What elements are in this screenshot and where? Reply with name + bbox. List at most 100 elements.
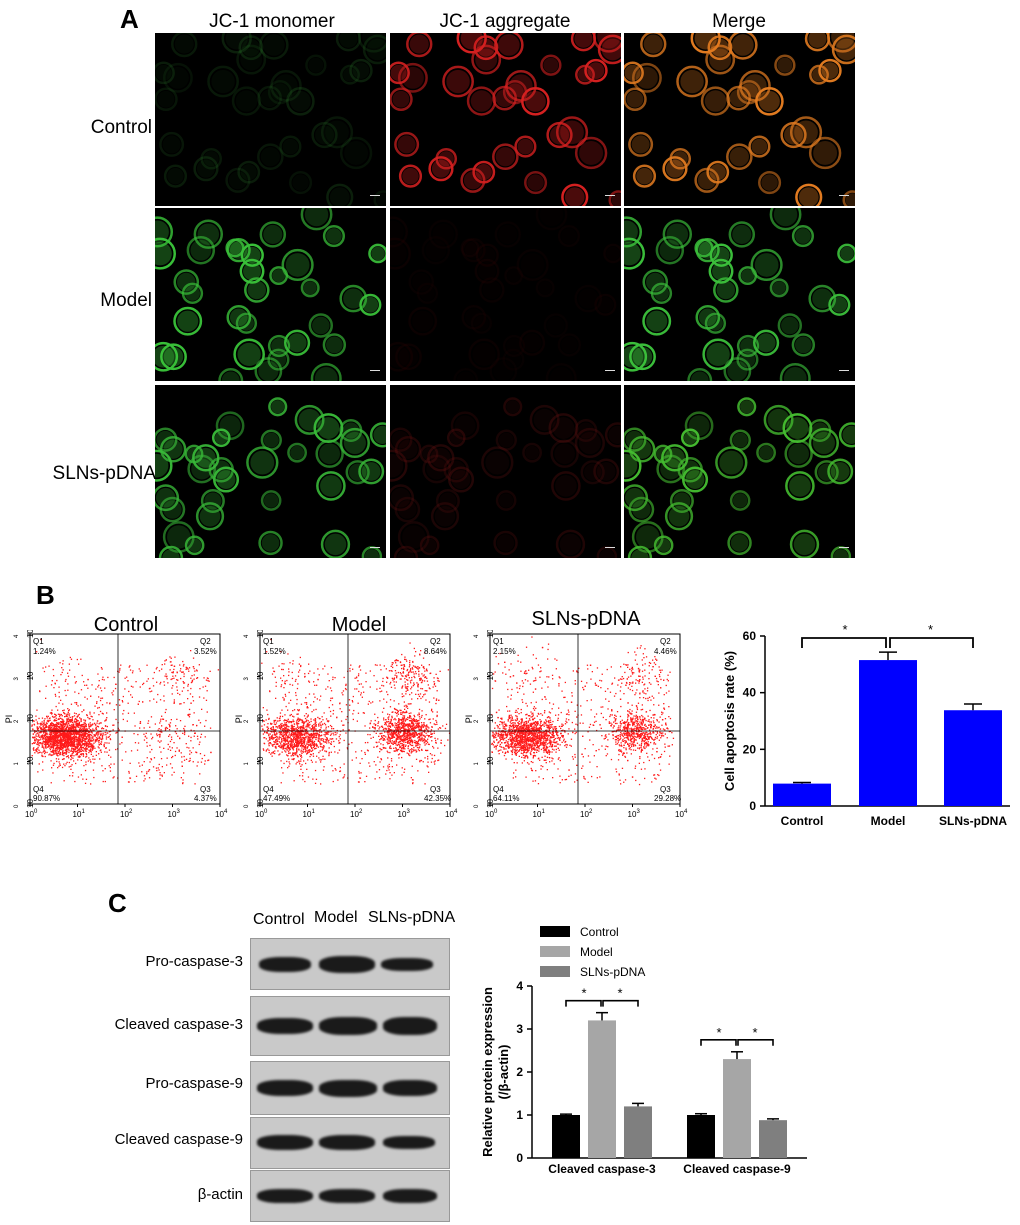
- blot-band: [319, 1135, 375, 1150]
- western-blot-cleaved-casp3: [250, 996, 450, 1056]
- y-tick-label: 10: [256, 630, 265, 638]
- x-tick-label: 10: [580, 810, 589, 819]
- flow-title-control: Control: [93, 614, 159, 636]
- quadrant-label: Q4: [263, 785, 274, 794]
- y-tick-label: 3: [516, 1022, 523, 1036]
- legend-swatch: [540, 966, 570, 977]
- blot-band: [383, 1189, 437, 1203]
- y-tick-exponent: 1: [474, 762, 480, 766]
- y-tick-label: 10: [486, 799, 495, 808]
- x-tick-exponent: 3: [177, 809, 181, 815]
- bar: [552, 1115, 580, 1158]
- x-tick-label: 10: [485, 810, 494, 819]
- blot-band: [319, 1189, 375, 1203]
- significance-star: *: [842, 622, 847, 637]
- apoptosis-bar-chart: 0 20 40 60 Cell apoptosis rate (%) Control Mod…: [722, 622, 1010, 828]
- quadrant-value: 8.64%: [424, 647, 447, 656]
- blot-band: [319, 1080, 377, 1097]
- blot-band: [383, 1136, 435, 1149]
- y-tick-exponent: 3: [14, 677, 20, 681]
- y-tick-exponent: 4: [14, 634, 20, 638]
- legend-label: SLNs-pDNA: [580, 965, 645, 979]
- quadrant-label: Q3: [430, 785, 441, 794]
- lane-label-control: Control: [253, 911, 305, 928]
- y-tick-label: 4: [516, 979, 523, 993]
- quadrant-label: Q2: [660, 637, 671, 646]
- bar: [759, 1120, 787, 1158]
- lane-label-model: Model: [314, 909, 358, 926]
- blot-label-cleaved-casp3: Cleaved caspase-3: [114, 1016, 243, 1033]
- x-tick-exponent: 2: [359, 809, 363, 815]
- y-tick-label: 0: [516, 1151, 523, 1165]
- blot-label-pro-casp9: Pro-caspase-9: [145, 1075, 243, 1092]
- significance-star: *: [617, 986, 622, 1001]
- quadrant-value: 1.24%: [33, 647, 56, 656]
- bar: [773, 783, 831, 806]
- microscopy-image: [390, 33, 621, 206]
- x-tick-label: 10: [255, 810, 264, 819]
- x-tick-exponent: 1: [542, 809, 546, 815]
- quadrant-value: 4.37%: [194, 794, 217, 803]
- flow-title-model: Model: [331, 614, 387, 636]
- quadrant-label: Q2: [430, 637, 441, 646]
- y-axis-label-unit: (/β-actin): [496, 1045, 511, 1100]
- quadrant-value: 3.52%: [194, 647, 217, 656]
- y-tick-label: 10: [26, 630, 35, 638]
- y-tick-exponent: 1: [14, 762, 20, 766]
- x-tick-exponent: 1: [312, 809, 316, 815]
- x-tick-label: Cleaved caspase-3: [548, 1162, 656, 1176]
- significance-star: *: [581, 986, 586, 1001]
- bar: [687, 1115, 715, 1158]
- legend-label: Control: [580, 925, 619, 939]
- western-blot-pro-casp9: [250, 1061, 450, 1115]
- microscopy-image: [155, 208, 386, 381]
- quadrant-label: Q1: [263, 637, 274, 646]
- y-tick-label: 10: [486, 671, 495, 680]
- blot-band: [259, 957, 311, 972]
- y-tick-exponent: 2: [14, 719, 20, 723]
- microscopy-image: [390, 208, 621, 381]
- quadrant-value: 42.35%: [424, 794, 451, 803]
- blot-label-beta-actin: β-actin: [197, 1186, 243, 1203]
- y-tick-label: 10: [486, 756, 495, 765]
- panel-b-letter: B: [36, 580, 55, 610]
- blot-band: [257, 1135, 313, 1150]
- row-label-control: Control: [90, 117, 152, 138]
- blot-band: [381, 958, 433, 971]
- y-tick-exponent: 0: [244, 804, 250, 808]
- scale-bar: [605, 195, 615, 200]
- microscopy-image: [155, 385, 386, 558]
- x-tick-exponent: 0: [264, 809, 268, 815]
- blot-label-cleaved-casp9: Cleaved caspase-9: [114, 1131, 243, 1148]
- quadrant-label: Q2: [200, 637, 211, 646]
- bar: [588, 1020, 616, 1158]
- blot-band: [383, 1080, 437, 1096]
- panel-c-letter: C: [108, 888, 127, 918]
- x-tick-exponent: 4: [684, 809, 688, 815]
- y-tick-label: 10: [256, 714, 265, 723]
- y-tick-label: 10: [26, 799, 35, 808]
- legend-swatch: [540, 926, 570, 937]
- x-tick-label: 10: [398, 810, 407, 819]
- blot-band: [257, 1080, 313, 1096]
- blot-band: [383, 1017, 437, 1035]
- flow-title-slns: SLNs-pDNA: [531, 608, 641, 630]
- x-tick-exponent: 0: [494, 809, 498, 815]
- y-axis-label: Cell apoptosis rate (%): [722, 651, 737, 791]
- y-tick-exponent: 3: [244, 677, 250, 681]
- significance-bracket: [889, 637, 974, 648]
- flow-y-axis-label: PI: [234, 715, 244, 724]
- quadrant-value: 1.52%: [263, 647, 286, 656]
- x-tick-label: 10: [445, 810, 454, 819]
- significance-star: *: [752, 1025, 757, 1040]
- bar: [859, 660, 917, 806]
- microscopy-image: [624, 208, 855, 381]
- microscopy-image: [155, 33, 386, 206]
- bar: [624, 1106, 652, 1158]
- quadrant-value: 29.28%: [654, 794, 681, 803]
- scale-bar: [839, 370, 849, 375]
- x-tick-label: Cleaved caspase-9: [683, 1162, 791, 1176]
- y-tick-exponent: 2: [244, 719, 250, 723]
